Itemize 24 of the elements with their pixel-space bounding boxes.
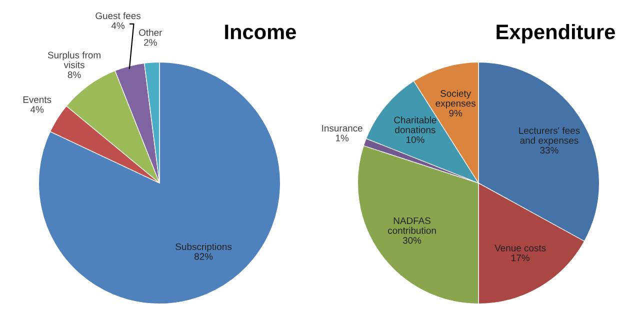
data-label: 1% — [336, 134, 349, 142]
data-label: 82% — [194, 253, 213, 260]
data-label: 4% — [111, 22, 125, 29]
slice-label: Insurance — [322, 124, 362, 132]
slice-label: Surplus from visits — [48, 52, 100, 68]
slice-label: Lecturers' fees and expenses — [519, 126, 580, 146]
data-label: 33% — [540, 146, 558, 154]
data-label: 2% — [144, 39, 157, 46]
data-label: 17% — [512, 254, 530, 262]
data-label: 9% — [449, 110, 462, 117]
slice-label: Charitable donations — [394, 116, 436, 134]
data-label: 4% — [30, 106, 44, 113]
slice-label: NADFAS contribution — [388, 217, 436, 234]
slice-label: Venue costs — [494, 244, 546, 252]
slice-label: Subscriptions — [176, 243, 232, 252]
chart-title: Expenditure — [496, 24, 615, 44]
slice-label: Society expenses — [436, 90, 476, 109]
slice-label: Guest fees — [96, 12, 141, 20]
slice-label: Other — [139, 29, 162, 36]
data-label: 30% — [402, 237, 422, 244]
chart-title: Income — [225, 24, 296, 40]
data-label: 10% — [406, 136, 424, 144]
slice-label: Events — [23, 96, 52, 103]
data-label: 8% — [68, 71, 81, 78]
